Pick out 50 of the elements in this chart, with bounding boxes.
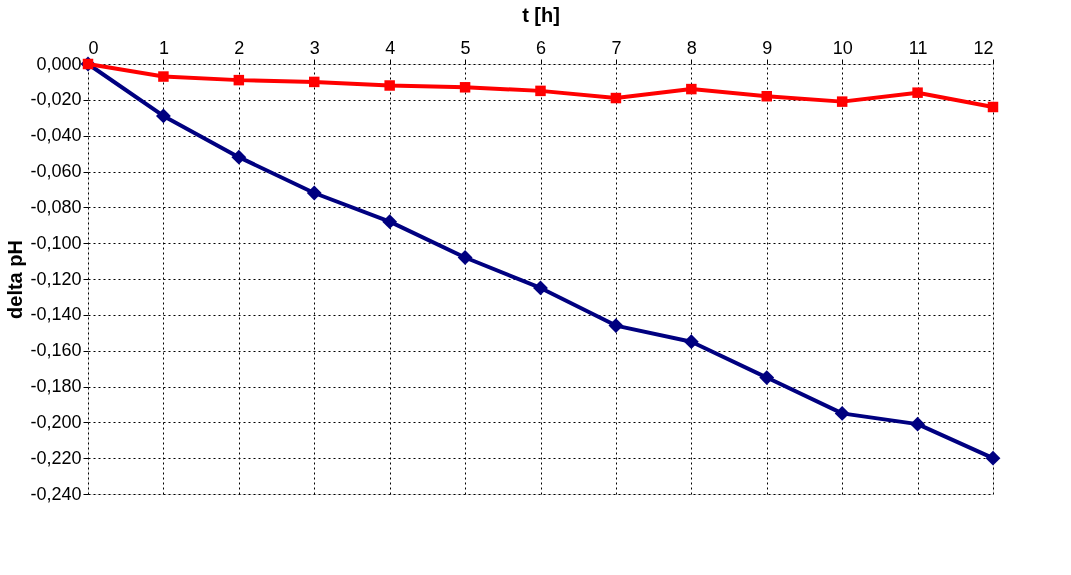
point: [459, 82, 471, 93]
point: [686, 83, 697, 95]
point: [233, 74, 245, 86]
point: [158, 71, 169, 82]
point: [912, 87, 923, 98]
point: [608, 318, 624, 333]
point: [836, 96, 848, 107]
x-tick-label: 9: [762, 37, 773, 58]
point: [535, 85, 546, 97]
point: [231, 149, 247, 165]
y-tick-label: -0,020: [30, 89, 82, 110]
x-tick-label: 8: [686, 37, 697, 58]
point: [683, 334, 699, 350]
y-tick-label: -0,120: [30, 268, 82, 289]
x-tick-label: 0: [88, 37, 99, 58]
y-tick-label: -0,140: [30, 304, 82, 325]
point: [987, 101, 999, 113]
x-tick-label: 7: [611, 37, 622, 58]
x-tick-label: 4: [385, 37, 396, 58]
x-tick-label: 10: [832, 37, 853, 58]
y-tick-label: 0,000: [36, 53, 82, 74]
point: [384, 80, 395, 91]
point: [761, 91, 772, 102]
x-tick-label: 3: [309, 37, 320, 58]
y-tick-label: -0,060: [30, 161, 82, 181]
y-tick-label: -0,100: [30, 232, 82, 253]
y-tick-label: -0,180: [30, 376, 82, 396]
y-axis-title: delta pH: [4, 240, 27, 319]
x-tick-label: 2: [234, 37, 245, 58]
x-axis-title: t [h]: [522, 3, 560, 26]
x-tick-label: 6: [535, 37, 547, 58]
point: [309, 76, 320, 88]
point: [156, 108, 171, 124]
point: [306, 185, 322, 201]
y-tick-label: -0,220: [30, 447, 82, 468]
y-tick-label: -0,040: [30, 125, 82, 146]
y-tick-label: -0,200: [30, 411, 82, 432]
x-tick-label: 1: [158, 37, 169, 58]
point: [910, 416, 925, 432]
x-tick-label: 5: [460, 37, 471, 58]
y-tick-label: -0,160: [30, 340, 82, 361]
y-tick-label: -0,080: [30, 196, 82, 217]
point: [382, 214, 398, 230]
point: [985, 450, 1001, 466]
x-tick-label: 12: [973, 37, 994, 58]
point: [610, 92, 622, 104]
point: [834, 405, 850, 421]
x-tick-label: 11: [908, 37, 928, 58]
y-tick-label: -0,240: [30, 483, 82, 504]
point: [759, 370, 775, 385]
